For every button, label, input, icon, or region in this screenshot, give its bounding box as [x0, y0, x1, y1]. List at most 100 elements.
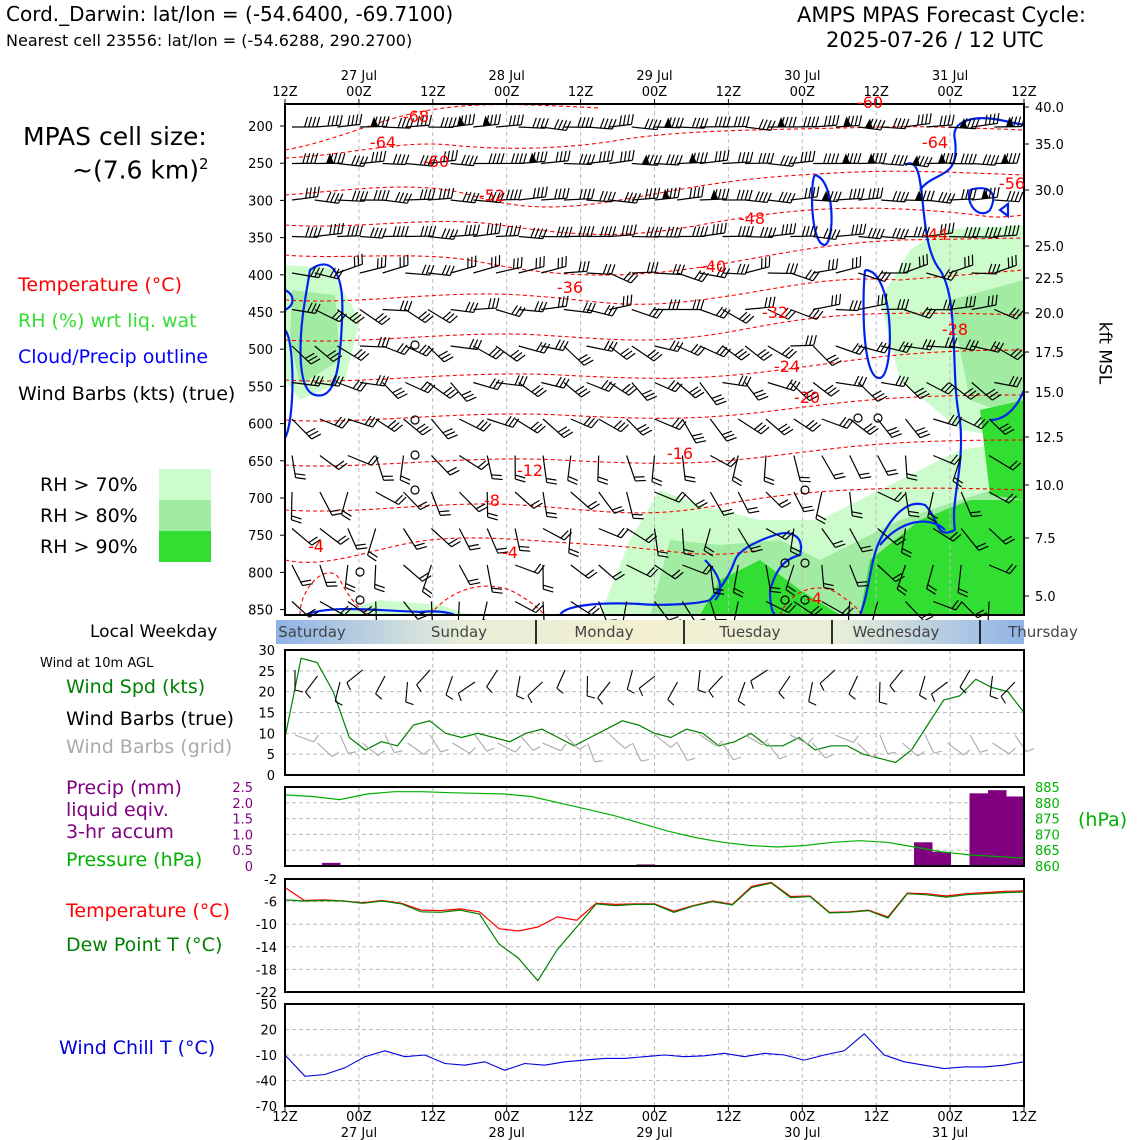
wind-barb: [737, 418, 770, 435]
bottom-time-tick-label: 00Z: [937, 1110, 963, 1125]
top-time-tick-label: 00Z: [642, 85, 668, 100]
forecast-cycle-date: 2025-07-26 / 12 UTC: [826, 28, 1044, 52]
precip-bar: [914, 842, 933, 866]
wind-barb: [626, 491, 644, 520]
wind-barb: [681, 455, 696, 483]
wind-barb: [722, 189, 753, 201]
cell-size-number: ~(7.6 km): [72, 155, 199, 185]
wind-barb: [542, 564, 554, 593]
wind-speed-tick-label: 20: [258, 686, 275, 701]
wind-barb: [541, 119, 572, 132]
legend-wind-speed: Wind Spd (kts): [66, 676, 206, 698]
wind-barb-grid: [902, 742, 925, 757]
wind-barb: [790, 225, 818, 238]
wind-barb: [359, 375, 390, 387]
pressure-tick-label: 865: [1035, 844, 1060, 859]
wind-barb: [896, 564, 908, 596]
wind-barb: [347, 415, 380, 428]
wind-barb-grid: [564, 734, 587, 750]
pressure-level-tick-label: 200: [248, 120, 273, 135]
wind-barb: [382, 300, 413, 312]
wind-barb: [586, 190, 616, 203]
wind-barb: [563, 117, 594, 128]
top-time-tick-label: 00Z: [346, 85, 372, 100]
wind-barb: [858, 152, 887, 165]
weekday-name: Wednesday: [853, 623, 940, 641]
wind-barb: [473, 153, 505, 165]
wind-barb: [994, 375, 1023, 388]
wind-barb: [699, 149, 730, 165]
wind-barb: [450, 382, 477, 402]
wind-barb: [567, 455, 579, 486]
wind-barb: [858, 341, 891, 354]
wind-barb: [877, 455, 899, 476]
bottom-date-label: 28 Jul: [489, 1126, 525, 1140]
top-time-tick-label: 12Z: [272, 85, 298, 100]
wind-barb: [880, 341, 913, 353]
wind-barb: [514, 491, 543, 509]
wind-barb: [952, 455, 964, 488]
wind-barb: [570, 564, 598, 579]
precip-bar: [969, 793, 988, 866]
wind-barb: [681, 491, 708, 509]
wind-barb: [518, 186, 548, 201]
wind-barb-true: [556, 669, 566, 694]
wind-barb: [291, 345, 321, 365]
wind-barb-true: [989, 675, 998, 700]
wind-barb: [765, 527, 794, 540]
wind-barb: [375, 491, 407, 506]
wind-barb: [631, 154, 662, 166]
wind-barb: [473, 345, 505, 360]
wind-barb-true: [931, 681, 948, 702]
wind-barb-grid: [767, 742, 788, 760]
top-date-label: 27 Jul: [341, 69, 377, 84]
wind-barb: [337, 379, 368, 392]
wind-barb: [744, 345, 773, 361]
bottom-time-tick-label: 12Z: [272, 1110, 298, 1125]
bottom-date-label: 27 Jul: [341, 1126, 377, 1140]
pressure-level-tick-label: 400: [248, 269, 273, 284]
wind-speed-tick-label: 10: [258, 727, 275, 742]
top-time-tick-label: 12Z: [568, 85, 594, 100]
wind-barb-grid: [789, 734, 814, 745]
wind-barb: [793, 491, 815, 513]
pressure-level-tick-label: 750: [248, 529, 273, 544]
wind-barb: [709, 418, 737, 442]
calm-wind-circle: [410, 485, 420, 495]
wind-barb-grid: [677, 742, 696, 762]
wind-chill-tick-label: -70: [256, 1100, 277, 1115]
wind-barb: [903, 338, 936, 351]
cloud-outline: [904, 162, 963, 531]
wind-barb-true: [334, 681, 343, 706]
height-kft-tick-label: 10.0: [1035, 479, 1064, 494]
wind-barb: [319, 416, 350, 429]
wind-barb: [948, 117, 980, 130]
temperature-contour-label: -4: [502, 543, 518, 562]
wind-barb: [765, 600, 797, 614]
precip-tick-label: 1.5: [232, 813, 253, 828]
wind-chill-tick-label: 20: [260, 1024, 277, 1039]
weekday-name: Tuesday: [718, 623, 780, 641]
wind-barb: [812, 293, 842, 311]
legend-precip-accum: 3-hr accum: [66, 821, 174, 843]
wind-barb-true: [445, 675, 454, 700]
bottom-date-label: 31 Jul: [932, 1126, 968, 1140]
wind-barb: [631, 345, 663, 362]
wind-barb: [570, 416, 599, 429]
wind-barb-true: [848, 675, 858, 700]
wind-barb-true: [638, 675, 656, 697]
wind-barb: [903, 253, 929, 274]
legend-wind-chill: Wind Chill T (°C): [59, 1037, 216, 1059]
weekday-name: Sunday: [431, 623, 487, 641]
wind-barb: [960, 491, 983, 518]
wind-barb-true: [889, 669, 903, 693]
bottom-time-tick-label: 12Z: [863, 1110, 889, 1125]
weekday-band: [276, 620, 1024, 644]
pressure-tick-label: 880: [1035, 797, 1060, 812]
wind-barb: [495, 256, 523, 274]
precip-tick-label: 0.5: [232, 844, 253, 859]
wind-barb: [813, 190, 842, 203]
wind-barb: [709, 564, 725, 595]
temperature-contour-label: -60: [857, 93, 883, 112]
